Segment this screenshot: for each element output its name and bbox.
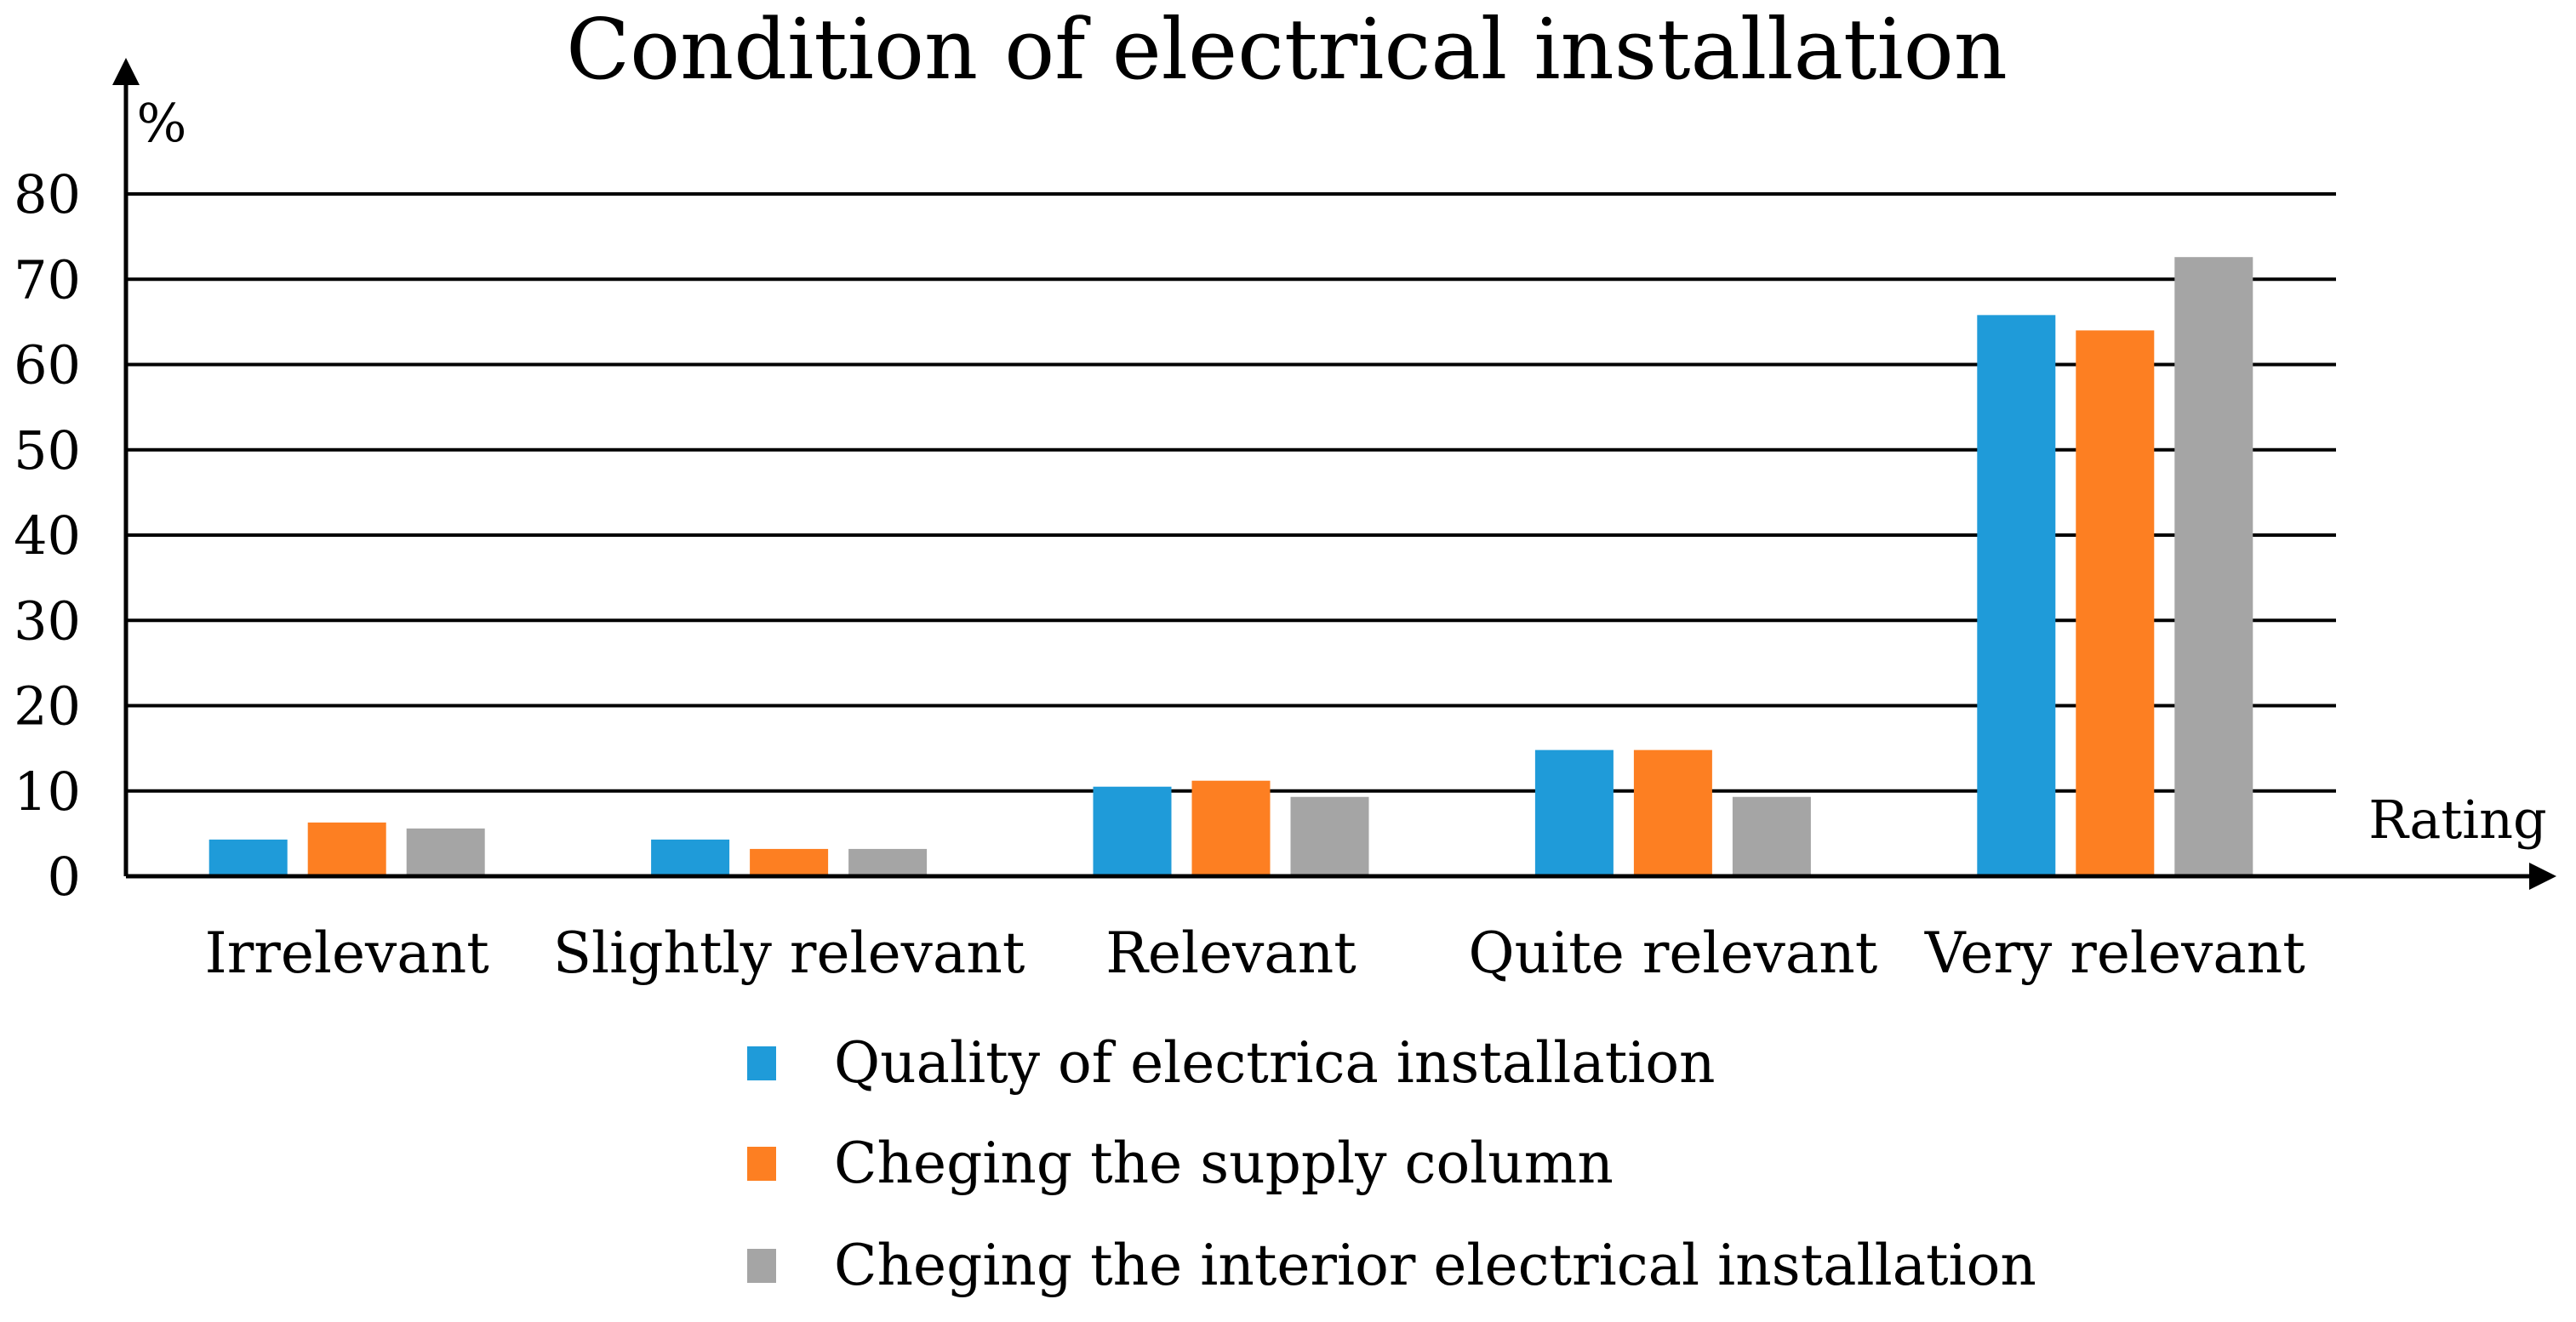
x-tick-label: Slightly relevant xyxy=(553,920,1025,986)
grid xyxy=(126,192,2336,793)
axes xyxy=(112,58,2556,890)
bar xyxy=(1977,315,2056,877)
bars xyxy=(208,257,2253,877)
x-axis-label: Rating xyxy=(2368,789,2546,851)
bar xyxy=(2076,330,2155,876)
bar xyxy=(750,848,829,876)
y-axis-label: % xyxy=(137,92,187,154)
bar xyxy=(651,839,730,876)
bar xyxy=(1534,749,1614,876)
tick-labels: 0 10 20 30 40 50 60 70 80 Irrelevant Slightly rele… xyxy=(14,163,2305,986)
y-tick-label: 80 xyxy=(14,163,81,225)
y-tick-label: 0 xyxy=(48,846,81,908)
y-tick-label: 50 xyxy=(14,419,81,482)
chart-title: Condition of electrical installation xyxy=(566,2,2008,99)
x-tick-label: Very relevant xyxy=(1924,920,2305,986)
bar xyxy=(1191,780,1271,876)
x-axis-arrow xyxy=(2529,863,2556,890)
legend-swatch xyxy=(747,1147,776,1181)
y-tick-label: 20 xyxy=(14,675,81,738)
bar xyxy=(1633,749,1712,876)
legend-label: Cheging the interior electrical installa… xyxy=(834,1233,2036,1298)
x-tick-label: Irrelevant xyxy=(205,920,489,986)
bar xyxy=(406,828,485,876)
x-tick-label: Relevant xyxy=(1105,920,1357,986)
legend-swatch xyxy=(747,1046,776,1080)
legend: Quality of electrica installation Cheging… xyxy=(747,1030,2036,1298)
legend-swatch xyxy=(747,1249,776,1283)
y-axis-arrow xyxy=(112,58,140,85)
bar xyxy=(1732,796,1811,876)
bar xyxy=(1093,786,1172,876)
x-tick-label: Quite relevant xyxy=(1469,920,1878,986)
y-tick-label: 40 xyxy=(14,504,81,567)
y-tick-label: 70 xyxy=(14,248,81,311)
bar xyxy=(848,848,928,876)
y-tick-label: 30 xyxy=(14,590,81,652)
bar xyxy=(307,822,386,876)
bar xyxy=(2174,257,2253,876)
bar xyxy=(208,839,288,876)
y-tick-label: 60 xyxy=(14,334,81,396)
legend-label: Cheging the supply column xyxy=(834,1131,1614,1196)
y-tick-label: 10 xyxy=(14,761,81,823)
bar xyxy=(1290,796,1369,876)
legend-label: Quality of electrica installation xyxy=(834,1030,1716,1096)
